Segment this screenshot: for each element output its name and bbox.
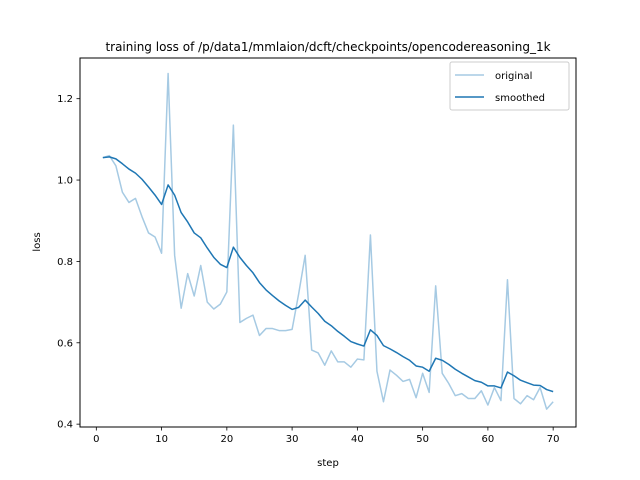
- y-tick-label: 0.8: [57, 257, 73, 268]
- axes-frame: [79, 57, 577, 428]
- plot-area: [102, 72, 554, 410]
- x-axis: 0 10 20 30 40 50 60 70: [93, 427, 560, 445]
- legend-box: [449, 61, 570, 111]
- chart-title: training loss of /p/data1/mmlaion/dcft/c…: [105, 40, 550, 54]
- y-tick-label: 0.6: [57, 338, 73, 349]
- x-tick-label: 20: [220, 434, 233, 445]
- x-tick-label: 70: [547, 434, 560, 445]
- x-tick-label: 0: [93, 434, 99, 445]
- series-line-original: [102, 72, 554, 410]
- x-tick-label: 60: [482, 434, 495, 445]
- y-axis: 0.4 0.6 0.8 1.0 1.2: [57, 94, 80, 431]
- x-tick-label: 50: [416, 434, 429, 445]
- y-tick-label: 1.2: [57, 94, 73, 105]
- y-tick-label: 0.4: [57, 420, 73, 431]
- y-axis-label: loss: [32, 232, 43, 251]
- x-tick-label: 40: [351, 434, 364, 445]
- y-tick-label: 1.0: [57, 176, 73, 187]
- x-tick-label: 10: [155, 434, 168, 445]
- legend: original smoothed: [449, 61, 570, 111]
- legend-label-original: original: [495, 71, 532, 82]
- x-tick-label: 30: [286, 434, 299, 445]
- series-line-smoothed: [102, 156, 554, 393]
- legend-label-smoothed: smoothed: [495, 93, 545, 104]
- x-axis-label: step: [317, 458, 339, 469]
